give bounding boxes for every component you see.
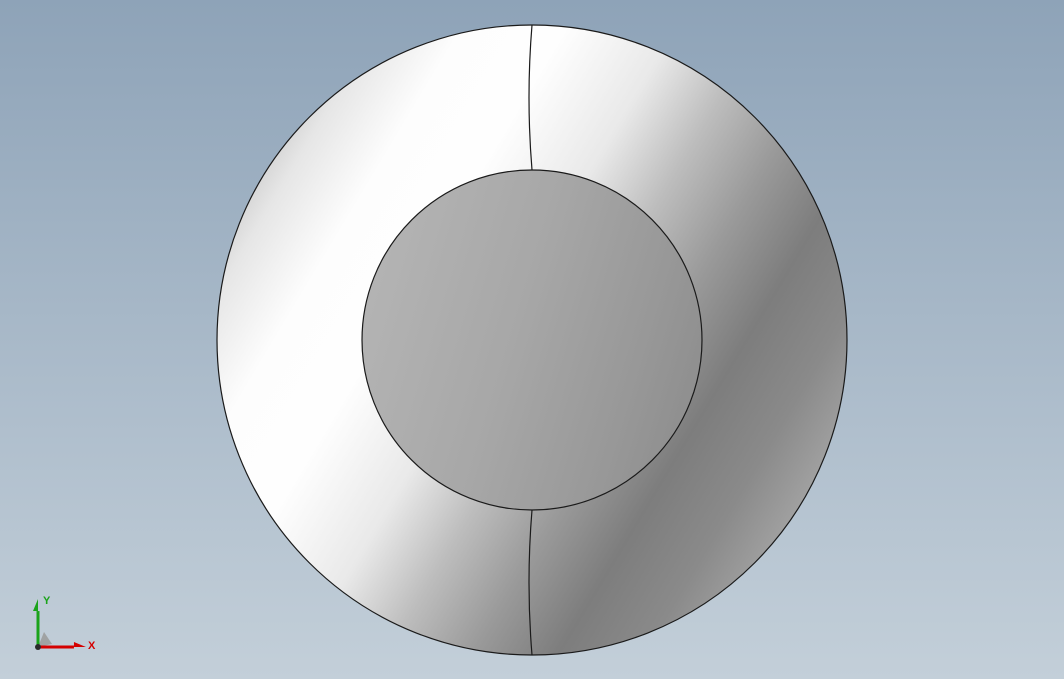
flat-inner-face [362,170,702,510]
cad-viewport[interactable]: Y X [0,0,1064,679]
model-canvas[interactable] [0,0,1064,679]
triad-svg [24,579,112,661]
axis-label-y: Y [43,595,50,607]
revolved-part[interactable] [0,0,1064,679]
orientation-triad[interactable]: Y X [24,579,112,661]
axis-label-x: X [88,640,95,652]
